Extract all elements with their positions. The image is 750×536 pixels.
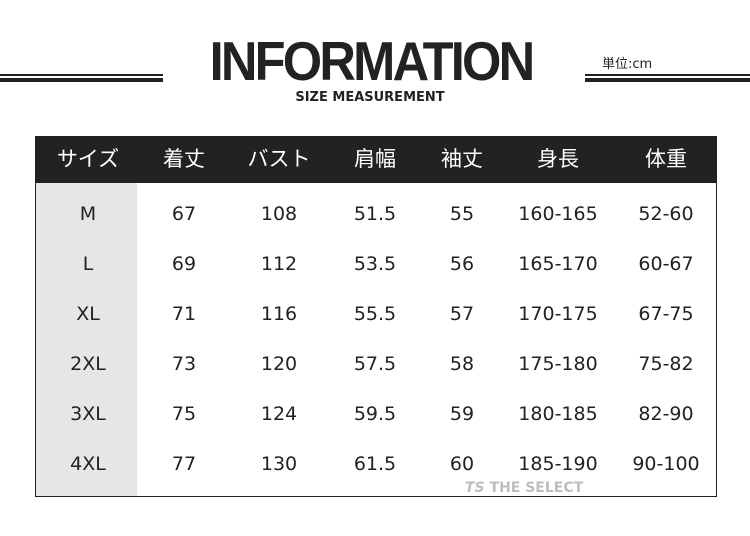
column-header: 着丈: [163, 147, 205, 171]
decor-line-right-thin: [585, 74, 750, 76]
table-cell: 180-185: [518, 403, 598, 425]
decor-line-left-thin: [0, 74, 163, 76]
unit-label: 単位:cm: [602, 57, 653, 72]
table-cell: 57: [449, 303, 475, 325]
watermark-logo: TS THE SELECT: [465, 480, 583, 496]
table-cell: 73: [171, 353, 197, 375]
table-cell: 53.5: [353, 253, 397, 275]
table-cell: 160-165: [518, 203, 598, 225]
size-table: サイズ 着丈 バスト 肩幅 袖丈 身長 体重 M 67 108 51.5 55 160-165 52-6…: [35, 136, 717, 497]
table-cell: 130: [260, 453, 298, 475]
size-label: 2XL: [70, 353, 106, 375]
table-cell: 90-100: [632, 453, 700, 475]
table-cell: 55.5: [353, 303, 397, 325]
table-cell: 175-180: [518, 353, 598, 375]
decor-line-left-thick: [0, 78, 163, 82]
table-cell: 77: [171, 453, 197, 475]
table-cell: 75: [171, 403, 197, 425]
ts-logo-icon: TS: [465, 480, 485, 496]
table-cell: 52-60: [638, 203, 694, 225]
table-cell: 120: [260, 353, 298, 375]
size-label: L: [82, 253, 94, 275]
column-header: 肩幅: [354, 147, 396, 171]
table-cell: 170-175: [518, 303, 598, 325]
page-subtitle: SIZE MEASUREMENT: [295, 90, 445, 105]
table-cell: 165-170: [518, 253, 598, 275]
column-header: 体重: [645, 147, 687, 171]
table-cell: 112: [260, 253, 298, 275]
decor-line-right-thick: [585, 78, 750, 82]
column-header: バスト: [247, 147, 311, 171]
table-cell: 55: [449, 203, 475, 225]
table-cell: 59.5: [353, 403, 397, 425]
size-label: XL: [76, 303, 100, 325]
table-cell: 71: [171, 303, 197, 325]
table-cell: 61.5: [353, 453, 397, 475]
table-header: サイズ 着丈 バスト 肩幅 袖丈 身長 体重: [36, 136, 717, 183]
table-cell: 56: [449, 253, 475, 275]
column-header: 身長: [537, 147, 579, 171]
table-cell: 69: [171, 253, 197, 275]
table-cell: 108: [260, 203, 298, 225]
table-cell: 60-67: [638, 253, 694, 275]
table-cell: 185-190: [518, 453, 598, 475]
size-label: 3XL: [70, 403, 106, 425]
watermark-text: THE SELECT: [489, 480, 584, 496]
table-cell: 116: [260, 303, 298, 325]
size-label: M: [79, 203, 97, 225]
table-cell: 82-90: [638, 403, 694, 425]
table-cell: 59: [449, 403, 475, 425]
table-cell: 58: [449, 353, 475, 375]
table-cell: 60: [449, 453, 475, 475]
size-label: 4XL: [70, 453, 106, 475]
table-cell: 67-75: [638, 303, 694, 325]
table-cell: 124: [260, 403, 298, 425]
table-cell: 57.5: [353, 353, 397, 375]
table-cell: 67: [171, 203, 197, 225]
column-header: 袖丈: [441, 147, 483, 171]
size-column: [36, 183, 137, 496]
table-cell: 51.5: [353, 203, 397, 225]
page-title: INFORMATION: [209, 30, 536, 92]
column-header: サイズ: [56, 147, 120, 171]
table-cell: 75-82: [638, 353, 694, 375]
